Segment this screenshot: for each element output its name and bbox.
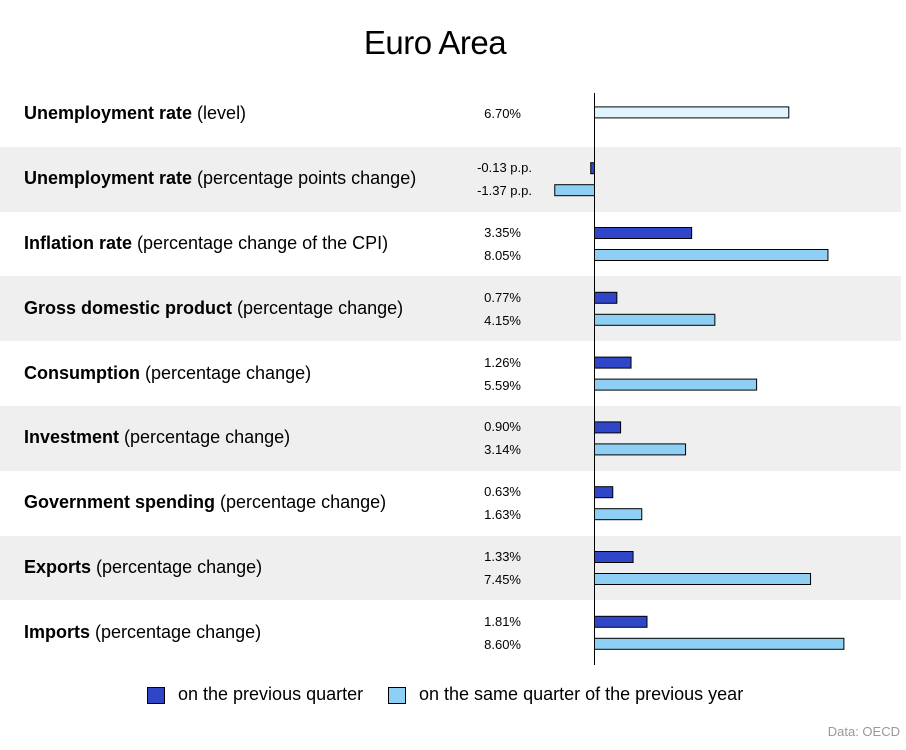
row-label-rest: (percentage change) bbox=[91, 557, 263, 577]
bar-previous-quarter bbox=[594, 421, 622, 434]
row-label-bold: Investment bbox=[24, 427, 120, 448]
value-label-previous-year: 3.14% bbox=[484, 442, 521, 458]
row-label-bold: Unemployment rate bbox=[24, 103, 193, 124]
legend-swatch-previous-quarter bbox=[147, 687, 165, 704]
bar-previous-year bbox=[594, 378, 758, 391]
row-label: Imports (percentage change) bbox=[24, 622, 261, 643]
row-label: Unemployment rate (level) bbox=[24, 103, 246, 124]
legend-swatch-previous-year bbox=[388, 687, 406, 704]
row-label-bold: Exports bbox=[24, 557, 92, 577]
bar-previous-year bbox=[594, 573, 812, 585]
row-label-rest: (percentage change) bbox=[232, 297, 404, 318]
row-band bbox=[0, 146, 901, 212]
row-label-bold: Government spending bbox=[24, 492, 216, 513]
row-label-rest: (level) bbox=[192, 103, 247, 124]
bar-previous-quarter bbox=[594, 227, 693, 239]
row-label: Unemployment rate (percentage points cha… bbox=[24, 168, 416, 189]
chart-title: Euro Area bbox=[363, 24, 507, 61]
value-label-previous-quarter: 0.63% bbox=[484, 484, 521, 500]
value-label-previous-year: 8.60% bbox=[484, 636, 521, 652]
bar-previous-year bbox=[594, 106, 790, 119]
value-label-previous-quarter: 0.77% bbox=[484, 289, 521, 305]
bar-previous-year bbox=[594, 313, 716, 326]
row-label-bold: Consumption bbox=[24, 362, 140, 383]
bar-previous-quarter bbox=[594, 486, 614, 499]
value-label-previous-year: 4.15% bbox=[484, 312, 521, 328]
row-label-rest: (percentage points change) bbox=[192, 168, 417, 189]
bar-previous-quarter bbox=[594, 615, 648, 628]
row-label: Government spending (percentage change) bbox=[24, 492, 386, 513]
bar-previous-year bbox=[594, 508, 643, 521]
bar-previous-year bbox=[554, 184, 596, 197]
value-label-previous-quarter: 3.35% bbox=[484, 225, 521, 240]
source-note: Data: OECD bbox=[827, 724, 900, 739]
row-band bbox=[0, 276, 901, 342]
value-label-previous-quarter: -0.13 p.p. bbox=[477, 160, 532, 176]
value-label-previous-year: 1.63% bbox=[484, 507, 521, 523]
value-label-previous-year: 5.59% bbox=[484, 377, 521, 393]
value-label-previous-quarter: 1.33% bbox=[484, 549, 521, 564]
value-label-previous-year: 8.05% bbox=[484, 248, 521, 263]
bar-previous-quarter bbox=[594, 291, 618, 304]
legend-label-previous-quarter: on the previous quarter bbox=[178, 684, 364, 704]
row-label-bold: Imports bbox=[24, 621, 91, 642]
bar-previous-year bbox=[594, 443, 687, 456]
row-label-rest: (percentage change) bbox=[215, 492, 387, 513]
row-label: Inflation rate (percentage change of the… bbox=[24, 233, 388, 254]
row-label-rest: (percentage change of the CPI) bbox=[132, 233, 389, 253]
row-label: Exports (percentage change) bbox=[24, 557, 262, 578]
row-label-rest: (percentage change) bbox=[119, 427, 291, 448]
row-band bbox=[0, 406, 901, 471]
row-label-rest: (percentage change) bbox=[139, 362, 312, 383]
value-label: 6.70% bbox=[484, 106, 521, 122]
row-band bbox=[0, 535, 901, 601]
bar-previous-quarter bbox=[594, 356, 632, 369]
legend-label-previous-year: on the same quarter of the previous year bbox=[419, 684, 744, 704]
value-label-previous-quarter: 1.81% bbox=[484, 613, 521, 629]
bar-previous-quarter bbox=[594, 551, 634, 563]
value-label-previous-year: -1.37 p.p. bbox=[477, 183, 532, 199]
row-label-rest: (percentage change) bbox=[90, 621, 262, 642]
bar-previous-quarter bbox=[590, 162, 595, 175]
row-label-bold: Inflation rate bbox=[24, 233, 133, 253]
value-label-previous-quarter: 1.26% bbox=[484, 354, 521, 370]
row-label: Consumption (percentage change) bbox=[24, 363, 311, 384]
bar-previous-year bbox=[594, 637, 845, 650]
row-label-bold: Gross domestic product bbox=[24, 297, 233, 318]
row-label-bold: Unemployment rate bbox=[24, 168, 193, 189]
row-label: Gross domestic product (percentage chang… bbox=[24, 298, 403, 319]
value-label-previous-year: 7.45% bbox=[484, 572, 521, 587]
row-label: Investment (percentage change) bbox=[24, 427, 290, 448]
legend: on the previous quarter on the same quar… bbox=[0, 684, 906, 708]
bar-previous-year bbox=[594, 249, 829, 261]
value-label-previous-quarter: 0.90% bbox=[484, 419, 521, 435]
